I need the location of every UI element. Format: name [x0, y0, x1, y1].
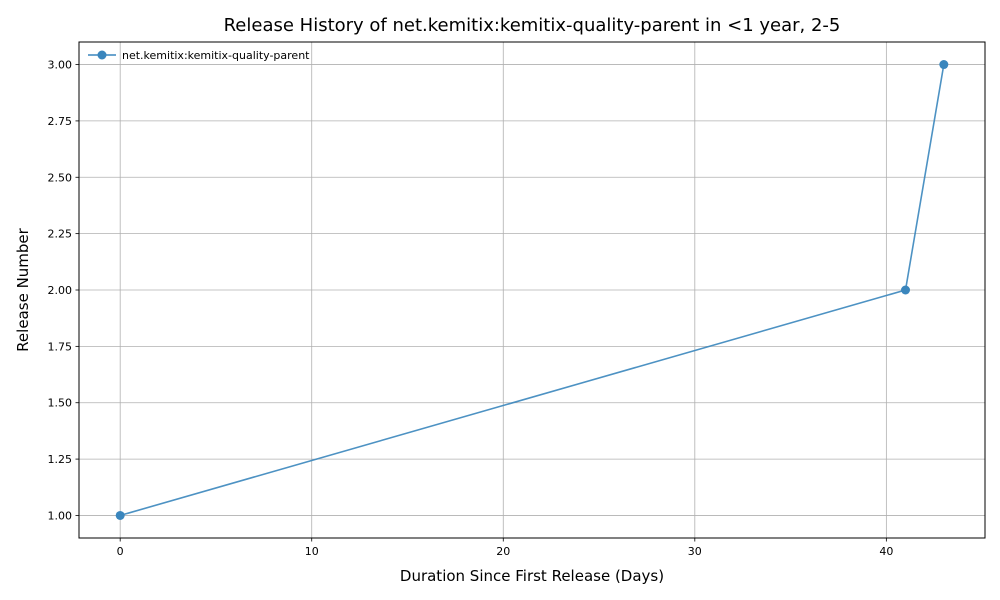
y-tick-label: 1.00	[48, 509, 73, 522]
x-axis-label: Duration Since First Release (Days)	[400, 567, 664, 585]
series-layer	[115, 60, 949, 520]
legend-point-marker	[97, 50, 107, 60]
y-tick-label: 3.00	[48, 59, 73, 72]
x-tick-label: 20	[496, 545, 510, 558]
data-point	[115, 510, 125, 520]
y-tick-label: 2.00	[48, 284, 73, 297]
x-axis-ticks: 0 10 20 30 40	[117, 538, 893, 558]
legend-entry-label: net.kemitix:kemitix-quality-parent	[122, 49, 310, 62]
chart-title: Release History of net.kemitix:kemitix-q…	[224, 15, 841, 36]
legend: net.kemitix:kemitix-quality-parent	[88, 49, 310, 62]
y-tick-label: 2.25	[48, 228, 73, 241]
x-tick-label: 10	[305, 545, 319, 558]
y-tick-label: 1.75	[48, 340, 73, 353]
x-tick-label: 40	[879, 545, 893, 558]
x-tick-label: 30	[688, 545, 702, 558]
grid-lines	[79, 42, 985, 538]
y-tick-label: 1.25	[48, 453, 73, 466]
data-point	[901, 285, 911, 295]
x-tick-label: 0	[117, 545, 124, 558]
y-axis-ticks: 1.00 1.25 1.50 1.75 2.00 2.25 2.50 2.75 3.00	[48, 59, 79, 522]
y-tick-label: 2.50	[48, 171, 73, 184]
y-tick-label: 2.75	[48, 115, 73, 128]
y-tick-label: 1.50	[48, 397, 73, 410]
data-point	[939, 60, 949, 70]
y-axis-label: Release Number	[14, 227, 32, 351]
